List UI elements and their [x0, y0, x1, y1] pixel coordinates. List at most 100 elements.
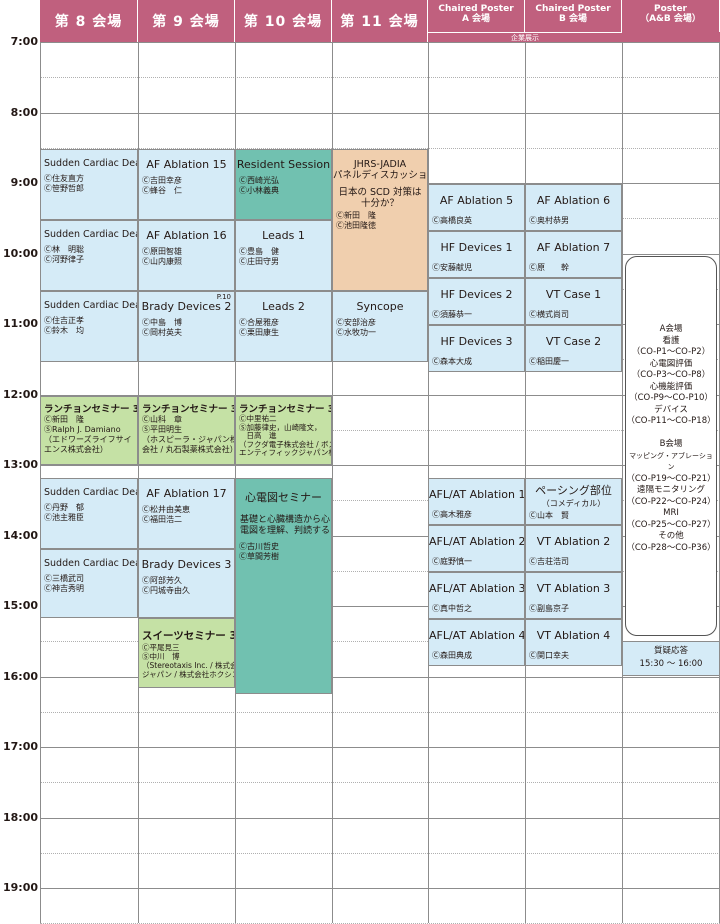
session-block[interactable]: Sudden Cardiac Death 3 Ⓒ住友直方 Ⓒ笹野哲郎	[40, 149, 138, 220]
half-hour-line	[40, 571, 720, 572]
poster-info-bubble: A会場 看護 （CO-P1〜CO-P2） 心電図評価 （CO-P3〜CO-P8） 心機能評…	[625, 256, 717, 636]
column-line	[332, 42, 333, 923]
seminar-details: Ⓒ山科 章 Ⓢ平田明生 （ホスピーラ・ジャパン株式 会社 / 丸石製薬株式会社）	[142, 415, 235, 454]
session-block[interactable]: Syncope Ⓒ安部治彦 Ⓒ水牧功一	[332, 291, 428, 362]
poster-session-block[interactable]: VT Case 1 Ⓒ横式尚司	[525, 278, 622, 325]
session-chairs: Ⓒ奥村恭男	[529, 216, 569, 225]
poster-session-block[interactable]: VT Ablation 2 Ⓒ吉荘浩司	[525, 525, 622, 572]
seminar-details: Ⓒ中里祐二 Ⓢ加藤律史，山崎隆文， 日高 進 （フクダ電子株式会社 / ボストン…	[239, 414, 331, 457]
poster-session-block[interactable]: HF Devices 2 Ⓒ須藤恭一	[428, 278, 525, 325]
hour-line	[40, 465, 720, 466]
poster-session-block[interactable]: VT Ablation 4 Ⓒ関口幸夫	[525, 619, 622, 666]
half-hour-line	[40, 77, 720, 78]
poster-info-line: 看護	[662, 335, 680, 346]
session-title: JHRS-JADIA パネルディスカッション	[333, 159, 428, 181]
poster-info-line: 心機能評価	[649, 381, 693, 392]
session-chairs: Ⓒ真中哲之	[432, 604, 472, 613]
poster-session-block[interactable]: HF Devices 1 Ⓒ安藤献児	[428, 231, 525, 278]
session-chairs: Ⓒ吉田幸彦 Ⓒ蜂谷 仁	[142, 176, 182, 195]
session-chairs: Ⓒ稲田慶一	[529, 357, 569, 366]
session-title: HF Devices 3	[440, 335, 513, 348]
time-label: 8:00	[10, 106, 38, 119]
session-chairs: Ⓒ豊島 健 Ⓒ庄田守男	[239, 247, 279, 266]
seminar-title: ランチョンセミナー 31	[142, 404, 235, 415]
session-block[interactable]: AF Ablation 17 Ⓒ松井由美恵 Ⓒ福田浩二	[138, 478, 235, 549]
poster-info-line: B会場	[659, 439, 683, 449]
session-block[interactable]: Sudden Cardiac Death 7 Ⓒ三橋武司 Ⓒ神吉秀明	[40, 549, 138, 618]
poster-session-block[interactable]: AFL/AT Ablation 2 Ⓒ庭野慎一	[428, 525, 525, 572]
poster-session-block[interactable]: HF Devices 3 Ⓒ森本大成	[428, 325, 525, 372]
qa-time: 15:30 〜 16:00	[639, 659, 703, 669]
poster-info-line: その他	[658, 531, 684, 541]
session-block[interactable]: Leads 1 Ⓒ豊島 健 Ⓒ庄田守男	[235, 220, 332, 291]
luncheon-seminar-block[interactable]: ランチョンセミナー 32 Ⓒ中里祐二 Ⓢ加藤律史，山崎隆文， 日高 進 （フクダ…	[235, 396, 332, 465]
half-hour-line	[40, 430, 720, 431]
session-title: ペーシング部位	[535, 484, 612, 497]
session-block[interactable]: AF Ablation 15 Ⓒ吉田幸彦 Ⓒ蜂谷 仁	[138, 149, 235, 220]
session-block[interactable]: Sudden Cardiac Death 4 Ⓒ林 明聡 Ⓒ河野律子	[40, 220, 138, 291]
poster-session-block[interactable]: AFL/AT Ablation 4 Ⓒ森田典成	[428, 619, 525, 666]
sub-header-exhibit: 企業展示	[428, 32, 622, 42]
poster-info-line: A会場	[659, 324, 683, 334]
session-title: VT Ablation 3	[536, 582, 611, 595]
ecg-seminar-block[interactable]: 心電図セミナー 基礎と心臓構造から心 電図を理解、判読する Ⓒ古川哲史 Ⓒ草間芳…	[235, 478, 332, 694]
session-chairs: Ⓒ原 幹	[529, 263, 569, 272]
poster-session-block[interactable]: VT Ablation 3 Ⓒ副島京子	[525, 572, 622, 619]
seminar-details: Ⓒ新田 隆 ⓈRalph J. Damiano （エドワーズライフサイ エンス株…	[44, 415, 132, 454]
poster-info-line: MRI	[663, 508, 679, 518]
session-block[interactable]: AF Ablation 16 Ⓒ原田智雄 Ⓒ山内康照	[138, 220, 235, 291]
poster-info-line: 心電図評価	[649, 358, 693, 369]
session-subtitle: 基礎と心臓構造から心 電図を理解、判読する	[240, 515, 331, 536]
session-title: Brady Devices 2	[141, 300, 232, 313]
session-title: Resident Session	[236, 158, 331, 171]
panel-discussion-block[interactable]: JHRS-JADIA パネルディスカッション 日本の SCD 対策は 十分か？ …	[332, 149, 428, 291]
session-block[interactable]: Resident Session Ⓒ西崎光弘 Ⓒ小林義典	[235, 149, 332, 220]
poster-session-block[interactable]: AFL/AT Ablation 3 Ⓒ真中哲之	[428, 572, 525, 619]
session-block[interactable]: Leads 2 Ⓒ合屋雅彦 Ⓒ栗田康生	[235, 291, 332, 362]
poster-info-line: 遠隔モニタリング	[636, 485, 705, 495]
session-chairs: Ⓒ副島京子	[529, 604, 569, 613]
session-chairs: Ⓒ関口幸夫	[529, 651, 569, 660]
session-title: AF Ablation 16	[146, 229, 227, 242]
sub-header-fill	[622, 32, 720, 42]
session-chairs: Ⓒ庭野慎一	[432, 557, 472, 566]
poster-session-block[interactable]: ペーシング部位 （コメディカル） Ⓒ山本 賢	[525, 478, 622, 525]
poster-session-block[interactable]: VT Case 2 Ⓒ稲田慶一	[525, 325, 622, 372]
time-label: 14:00	[2, 529, 38, 542]
session-title: AFL/AT Ablation 4	[429, 629, 525, 642]
half-hour-line	[40, 641, 720, 642]
luncheon-seminar-block[interactable]: ランチョンセミナー 31 Ⓒ山科 章 Ⓢ平田明生 （ホスピーラ・ジャパン株式 会…	[138, 396, 235, 465]
session-block[interactable]: Sudden Cardiac Death 5 Ⓒ住吉正孝 Ⓒ鈴木 均	[40, 291, 138, 362]
header-poster-b: Chaired Poster B 会場	[525, 0, 622, 32]
session-title: Leads 2	[262, 300, 305, 313]
session-chairs: Ⓒ須藤恭一	[432, 310, 472, 319]
session-chairs: Ⓒ安藤献児	[432, 263, 472, 272]
session-block[interactable]: P.10 Brady Devices 2 Ⓒ中島 博 Ⓒ岡村英夫	[138, 291, 235, 362]
hour-line	[40, 888, 720, 889]
poster-session-block[interactable]: AF Ablation 5 Ⓒ高橋良英	[428, 184, 525, 231]
header-poster-ab: Poster （A&B 会場）	[622, 0, 720, 32]
seminar-title: ランチョンセミナー 30 ★	[44, 404, 137, 415]
session-subtitle: （コメディカル）	[541, 499, 606, 508]
session-block[interactable]: Brady Devices 3 Ⓒ阿部芳久 Ⓒ円城寺由久	[138, 549, 235, 618]
session-title: AF Ablation 15	[146, 158, 227, 171]
session-chairs: Ⓒ新田 隆 Ⓒ池田隆徳	[336, 211, 376, 230]
hour-line	[40, 818, 720, 819]
session-chairs: Ⓒ林 明聡 Ⓒ河野律子	[44, 245, 84, 264]
session-title: 心電図セミナー	[245, 491, 322, 504]
sweets-seminar-block[interactable]: スイーツセミナー 3 Ⓒ平尾見三 Ⓢ中川 博 （Stereotaxis Inc.…	[138, 618, 235, 688]
session-title: AFL/AT Ablation 3	[429, 582, 525, 595]
luncheon-seminar-block[interactable]: ランチョンセミナー 30 ★ Ⓒ新田 隆 ⓈRalph J. Damiano （…	[40, 396, 138, 465]
poster-session-block[interactable]: AF Ablation 6 Ⓒ奥村恭男	[525, 184, 622, 231]
session-title: AF Ablation 6	[536, 194, 611, 207]
session-block[interactable]: Sudden Cardiac Death 6 Ⓒ丹野 郁 Ⓒ池主雅臣	[40, 478, 138, 549]
poster-info-line	[626, 428, 716, 440]
poster-session-block[interactable]: AF Ablation 7 Ⓒ原 幹	[525, 231, 622, 278]
session-title: Leads 1	[262, 229, 305, 242]
half-hour-line	[40, 712, 720, 713]
session-chairs: Ⓒ住吉正孝 Ⓒ鈴木 均	[44, 316, 84, 335]
session-title: Sudden Cardiac Death 4	[44, 229, 137, 240]
time-label: 19:00	[2, 881, 38, 894]
poster-session-block[interactable]: AFL/AT Ablation 1 Ⓒ高木雅彦	[428, 478, 525, 525]
session-title: AF Ablation 7	[536, 241, 611, 254]
